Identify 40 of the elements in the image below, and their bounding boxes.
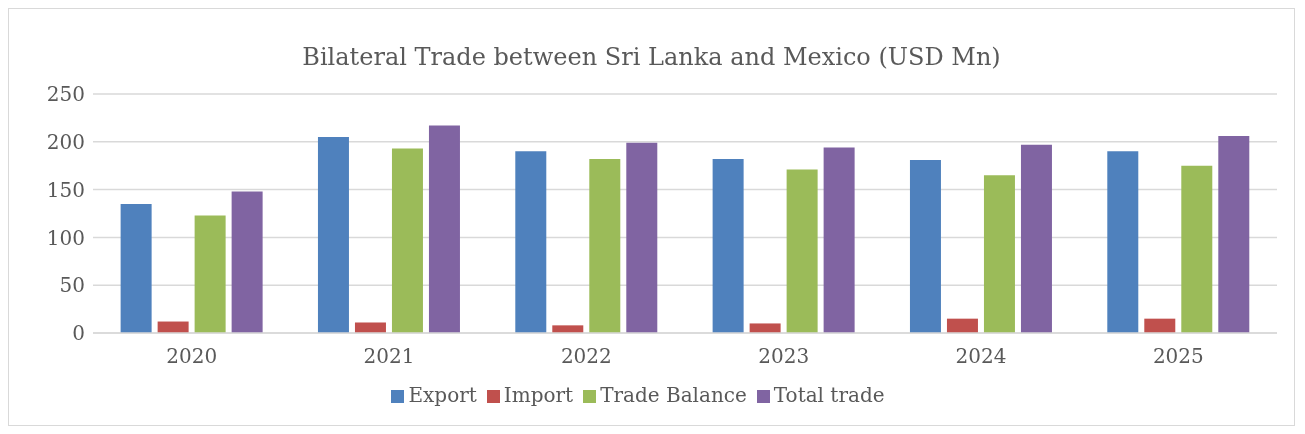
x-tick-label: 2023	[758, 344, 810, 369]
bar	[983, 175, 1015, 333]
bar	[626, 142, 658, 333]
bar	[1181, 165, 1213, 333]
y-tick-label: 250	[46, 82, 85, 107]
bar	[354, 322, 386, 333]
bar	[231, 191, 263, 333]
bar	[515, 151, 547, 333]
y-tick-label: 200	[46, 129, 85, 154]
bar	[317, 137, 349, 333]
x-tick-label: 2022	[560, 344, 612, 369]
bar	[552, 325, 584, 333]
bar	[1020, 144, 1052, 333]
chart-title: Bilateral Trade between Sri Lanka and Mexico (USD Mn)	[301, 43, 1002, 71]
bar	[1144, 318, 1176, 333]
bar	[1107, 151, 1139, 333]
y-tick-label: 0	[72, 321, 85, 346]
bar	[428, 125, 460, 333]
legend-label: Import	[503, 383, 574, 407]
y-tick-label: 100	[46, 225, 85, 250]
y-tick-label: 150	[46, 177, 85, 202]
x-tick-label: 2021	[363, 344, 415, 369]
bar	[1218, 136, 1250, 333]
legend-label: Trade Balance	[600, 383, 747, 407]
legend-label: Total trade	[773, 383, 885, 407]
bar	[946, 318, 978, 333]
bar	[194, 215, 226, 333]
x-tick-label: 2024	[955, 344, 1007, 369]
x-tick-label: 2020	[166, 344, 218, 369]
bar	[786, 169, 818, 333]
y-tick-label: 50	[59, 273, 85, 298]
bar	[909, 159, 941, 333]
bar	[589, 159, 621, 333]
bar	[823, 147, 855, 333]
bar	[391, 148, 423, 333]
bar	[712, 159, 744, 333]
legend-label: Export	[408, 383, 477, 407]
x-tick-label: 2025	[1152, 344, 1204, 369]
bar	[120, 203, 152, 333]
bar	[749, 323, 781, 333]
